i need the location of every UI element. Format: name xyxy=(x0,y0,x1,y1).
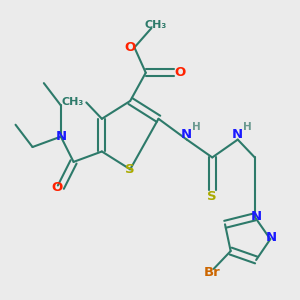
Text: CH₃: CH₃ xyxy=(145,20,167,30)
Text: Br: Br xyxy=(204,266,221,279)
Text: N: N xyxy=(250,210,262,224)
Text: N: N xyxy=(266,231,277,244)
Text: S: S xyxy=(125,163,135,176)
Text: N: N xyxy=(232,128,243,141)
Text: H: H xyxy=(243,122,252,132)
Text: H: H xyxy=(192,122,201,132)
Text: CH₃: CH₃ xyxy=(61,98,83,107)
Text: O: O xyxy=(174,66,185,79)
Text: N: N xyxy=(55,130,66,143)
Text: N: N xyxy=(181,128,192,141)
Text: S: S xyxy=(208,190,217,202)
Text: O: O xyxy=(51,181,62,194)
Text: O: O xyxy=(124,41,136,54)
